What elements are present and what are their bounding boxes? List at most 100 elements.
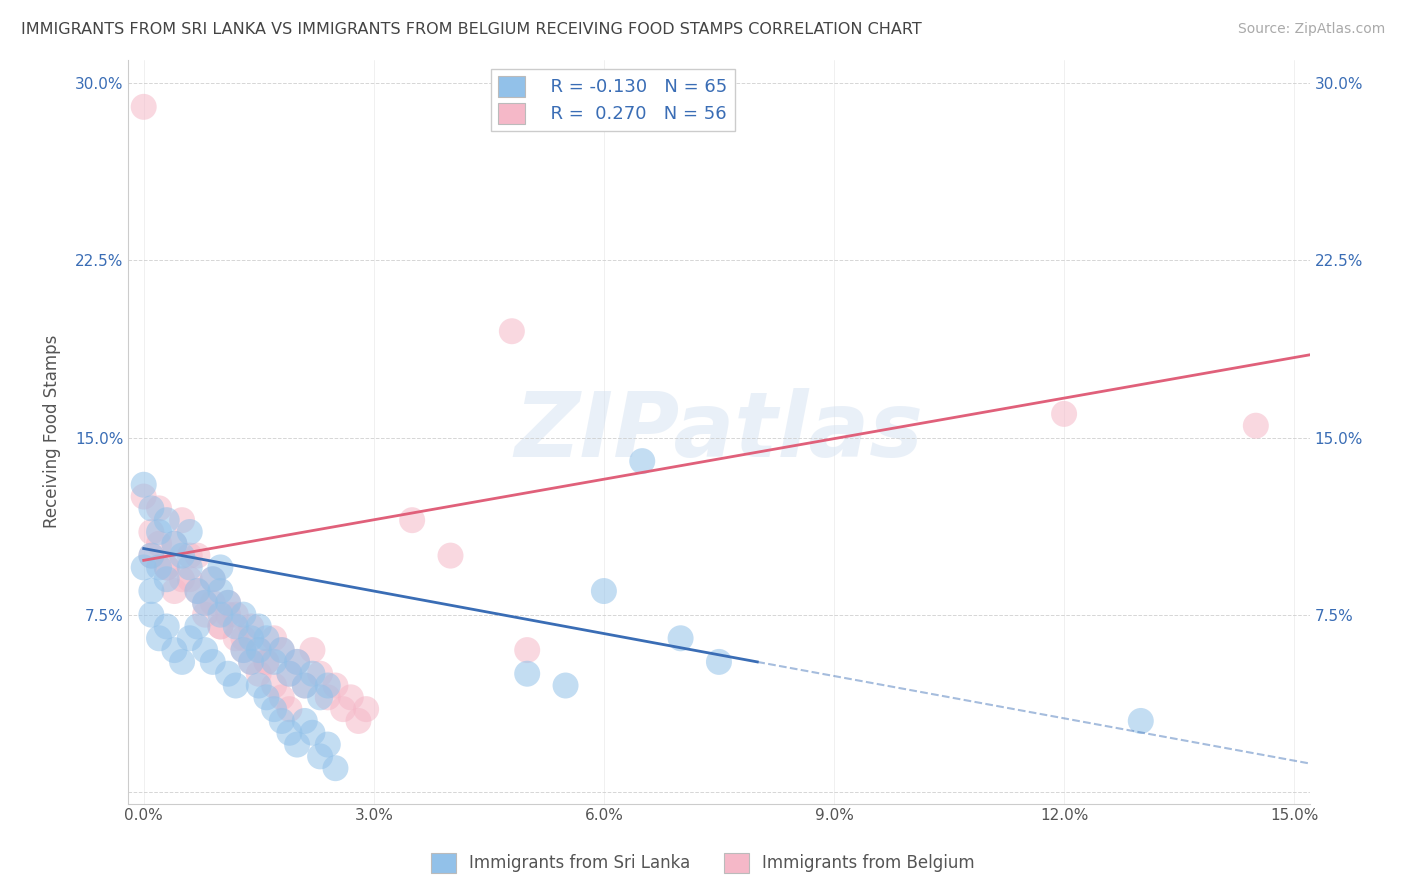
Point (179, 549, 201, 563)
Point (301, 666, 323, 681)
Point (201, 655, 224, 669)
Point (225, 619, 247, 633)
Point (270, 643, 292, 657)
Point (263, 679, 285, 693)
Text: Source: ZipAtlas.com: Source: ZipAtlas.com (1237, 22, 1385, 37)
Point (156, 572, 179, 586)
Point (232, 643, 254, 657)
Point (554, 679, 576, 693)
Point (209, 607, 232, 622)
Point (156, 619, 179, 633)
Point (439, 549, 461, 563)
Point (254, 655, 277, 669)
Point (148, 501, 170, 516)
Point (1129, 714, 1152, 728)
Point (247, 643, 270, 657)
Point (156, 513, 179, 527)
Point (201, 572, 224, 586)
Point (132, 100, 155, 114)
Point (148, 524, 170, 539)
Point (163, 537, 186, 551)
Point (156, 560, 179, 574)
Point (263, 632, 285, 646)
Text: IMMIGRANTS FROM SRI LANKA VS IMMIGRANTS FROM BELGIUM RECEIVING FOOD STAMPS CORRE: IMMIGRANTS FROM SRI LANKA VS IMMIGRANTS … (21, 22, 922, 37)
Point (232, 607, 254, 622)
Legend: Immigrants from Sri Lanka, Immigrants from Belgium: Immigrants from Sri Lanka, Immigrants fr… (425, 847, 981, 880)
Point (225, 632, 247, 646)
Point (179, 632, 201, 646)
Point (141, 549, 163, 563)
Point (141, 607, 163, 622)
Point (194, 596, 217, 610)
Point (225, 607, 247, 622)
Point (170, 655, 193, 669)
Point (217, 596, 239, 610)
Point (294, 679, 316, 693)
Point (232, 643, 254, 657)
Point (301, 643, 323, 657)
Point (316, 690, 339, 705)
Point (217, 666, 239, 681)
Point (179, 524, 201, 539)
Point (309, 749, 332, 764)
Point (170, 513, 193, 527)
Point (201, 572, 224, 586)
Point (263, 702, 285, 716)
Point (232, 632, 254, 646)
Point (270, 643, 292, 657)
Point (225, 679, 247, 693)
Point (316, 738, 339, 752)
Point (141, 549, 163, 563)
Point (631, 454, 654, 468)
Point (294, 714, 316, 728)
Point (148, 632, 170, 646)
Point (194, 596, 217, 610)
Point (501, 324, 523, 338)
Point (278, 666, 301, 681)
Point (170, 549, 193, 563)
Point (247, 679, 270, 693)
Legend:   R = -0.130   N = 65,   R =  0.270   N = 56: R = -0.130 N = 65, R = 0.270 N = 56 (491, 69, 735, 131)
Point (247, 619, 270, 633)
Point (347, 714, 370, 728)
Point (156, 560, 179, 574)
Point (132, 490, 155, 504)
Point (339, 690, 361, 705)
Point (516, 643, 538, 657)
Point (179, 560, 201, 574)
Point (209, 560, 232, 574)
Point (186, 549, 208, 563)
Point (254, 690, 277, 705)
Point (316, 679, 339, 693)
Point (141, 501, 163, 516)
Point (240, 655, 263, 669)
Point (285, 655, 308, 669)
Point (593, 584, 616, 599)
Point (332, 702, 354, 716)
Point (217, 607, 239, 622)
Point (141, 584, 163, 599)
Point (163, 643, 186, 657)
Point (516, 666, 538, 681)
Point (325, 679, 347, 693)
Point (148, 560, 170, 574)
Point (240, 655, 263, 669)
Point (186, 584, 208, 599)
Point (186, 584, 208, 599)
Point (263, 655, 285, 669)
Text: ZIPatlas: ZIPatlas (515, 388, 924, 475)
Point (209, 584, 232, 599)
Point (209, 619, 232, 633)
Point (247, 666, 270, 681)
Point (132, 560, 155, 574)
Point (309, 690, 332, 705)
Point (1053, 407, 1076, 421)
Point (285, 655, 308, 669)
Point (270, 690, 292, 705)
Point (1244, 418, 1267, 433)
Point (194, 607, 217, 622)
Point (270, 714, 292, 728)
Point (254, 655, 277, 669)
Y-axis label: Receiving Food Stamps: Receiving Food Stamps (44, 334, 60, 528)
Point (309, 666, 332, 681)
